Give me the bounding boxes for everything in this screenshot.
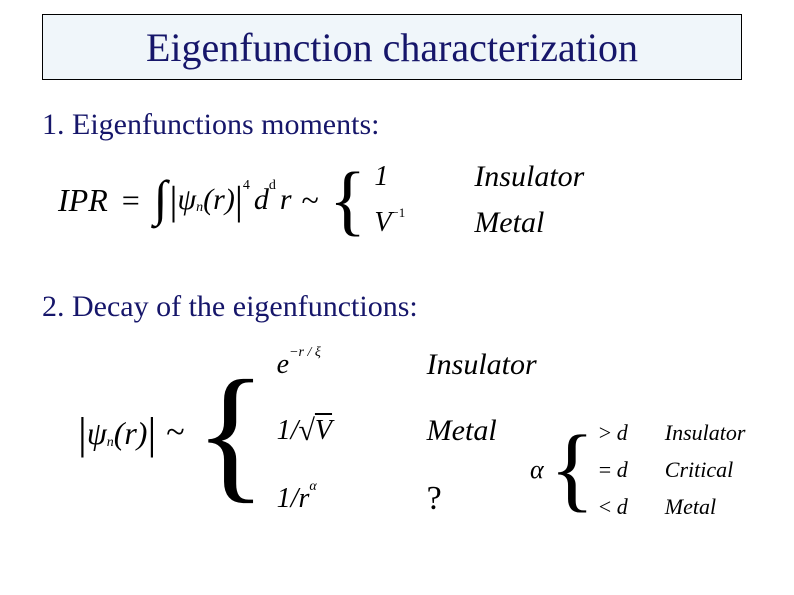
eq1-d-sup: d — [269, 178, 276, 194]
eq3-row2-d: d — [617, 457, 628, 482]
eq1-lhs: IPR = ∫ | ψ n (r) | 4 d d r ~ — [58, 171, 329, 229]
abs-bar-left: | — [170, 177, 178, 224]
eq2-case-question: 1/rα ? — [277, 480, 567, 518]
eq2-cases: e−r / ξ Insulator 1/√V Metal 1/rα ? — [277, 348, 567, 518]
eq2-case3-exp: α — [309, 479, 316, 495]
eq3-row2-val: = d — [599, 457, 647, 483]
section-1-heading: 1. Eigenfunctions moments: — [42, 108, 379, 142]
eq3-row1-val: > d — [599, 420, 647, 446]
eq3-row3-d: d — [617, 494, 628, 519]
eq2-case1-sup: −r / ξ — [289, 345, 321, 361]
abs-bar-right: | — [235, 177, 243, 224]
eq2-case-insulator: e−r / ξ Insulator — [277, 348, 567, 382]
eq1-abs-power: 4 — [243, 178, 250, 194]
eq1-d: d — [254, 183, 269, 217]
eq1-case2-base: V — [374, 207, 391, 238]
psi-subscript: n — [196, 200, 203, 216]
eq2-case1-val: e−r / ξ — [277, 349, 397, 381]
eq3-row3-val: < d — [599, 494, 647, 520]
psi-symbol: ψ — [178, 183, 197, 217]
eq3-row1-rel: > — [599, 420, 611, 445]
eq2-psi: ψ — [87, 415, 107, 452]
eq1-case1-label: Insulator — [474, 160, 584, 194]
eq1-tilde: ~ — [302, 182, 319, 219]
eq2-abs-right: | — [147, 408, 156, 459]
eq2-psi-arg-r: r — [124, 415, 136, 451]
page-title: Eigenfunction characterization — [146, 24, 638, 71]
eq3-row3-rel: < — [599, 494, 611, 519]
alpha-symbol: α — [530, 455, 544, 485]
equation-ipr: IPR = ∫ | ψ n (r) | 4 d d r ~ { 1 Insula… — [58, 160, 584, 240]
equation-decay: | ψ n (r) | ~ { e−r / ξ Insulator 1/√V M… — [78, 348, 567, 518]
eq1-abs: | ψ n (r) | — [170, 177, 243, 224]
eq3-row-metal: < d Metal — [599, 494, 746, 520]
eq3-brace: { — [550, 433, 595, 506]
eq1-r: r — [280, 183, 292, 217]
integral-sign: ∫ — [154, 169, 168, 227]
eq2-case3-num: 1/ — [277, 483, 299, 515]
equation-alpha-cases: α { > d Insulator = d Critical < d Metal — [530, 420, 745, 520]
eq1-case2-exp: −1 — [391, 205, 405, 220]
eq1-cases-wrap: { 1 Insulator V−1 Metal — [329, 160, 584, 240]
eq2-case3-base: r — [298, 483, 309, 515]
eq1-case-insulator: 1 Insulator — [374, 160, 584, 194]
eq2-brace: { — [195, 377, 267, 490]
eq2-psi-arg: (r) — [114, 415, 148, 452]
eq1-case1-val: 1 — [374, 161, 444, 193]
sqrt-sign: √ — [298, 414, 314, 448]
eq3-row1-d: d — [617, 420, 628, 445]
eq2-lhs: | ψ n (r) | ~ — [78, 408, 195, 459]
eq3-row1-label: Insulator — [665, 420, 746, 446]
eq3-row-critical: = d Critical — [599, 457, 746, 483]
eq2-tilde: ~ — [166, 414, 184, 452]
eq1-case2-val: V−1 — [374, 207, 444, 239]
eq3-row-insulator: > d Insulator — [599, 420, 746, 446]
eq1-case-metal: V−1 Metal — [374, 206, 584, 240]
eq2-case3-val: 1/rα — [277, 483, 397, 515]
equals-sign: = — [114, 182, 148, 219]
eq2-case2-sqrt-arg: V — [315, 415, 332, 447]
eq1-brace: { — [329, 169, 366, 231]
eq1-cases: 1 Insulator V−1 Metal — [374, 160, 584, 240]
eq1-case2-label: Metal — [474, 206, 544, 240]
section-2-heading: 2. Decay of the eigenfunctions: — [42, 290, 418, 324]
eq2-case2-val: 1/√V — [277, 414, 397, 448]
eq2-psi-sub: n — [107, 435, 114, 451]
psi-arg: (r) — [203, 183, 235, 217]
eq3-row2-label: Critical — [665, 457, 733, 483]
eq1-ipr-label: IPR — [58, 182, 108, 219]
eq2-case1-label: Insulator — [427, 348, 567, 382]
eq2-case-metal: 1/√V Metal — [277, 414, 567, 448]
title-box: Eigenfunction characterization — [42, 14, 742, 80]
eq3-row2-rel: = — [599, 457, 611, 482]
eq2-case2-num: 1/ — [277, 415, 299, 447]
eq3-cases: > d Insulator = d Critical < d Metal — [599, 420, 746, 520]
eq3-row3-label: Metal — [665, 494, 716, 520]
eq2-abs-left: | — [78, 408, 87, 459]
psi-arg-r: r — [213, 183, 225, 216]
eq2-case1-base: e — [277, 349, 289, 381]
